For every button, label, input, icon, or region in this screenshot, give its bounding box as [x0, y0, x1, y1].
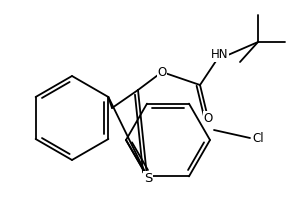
Text: HN: HN — [211, 49, 229, 62]
Text: O: O — [158, 66, 166, 79]
Text: S: S — [144, 172, 152, 185]
Text: O: O — [203, 112, 213, 125]
Text: Cl: Cl — [252, 131, 264, 144]
